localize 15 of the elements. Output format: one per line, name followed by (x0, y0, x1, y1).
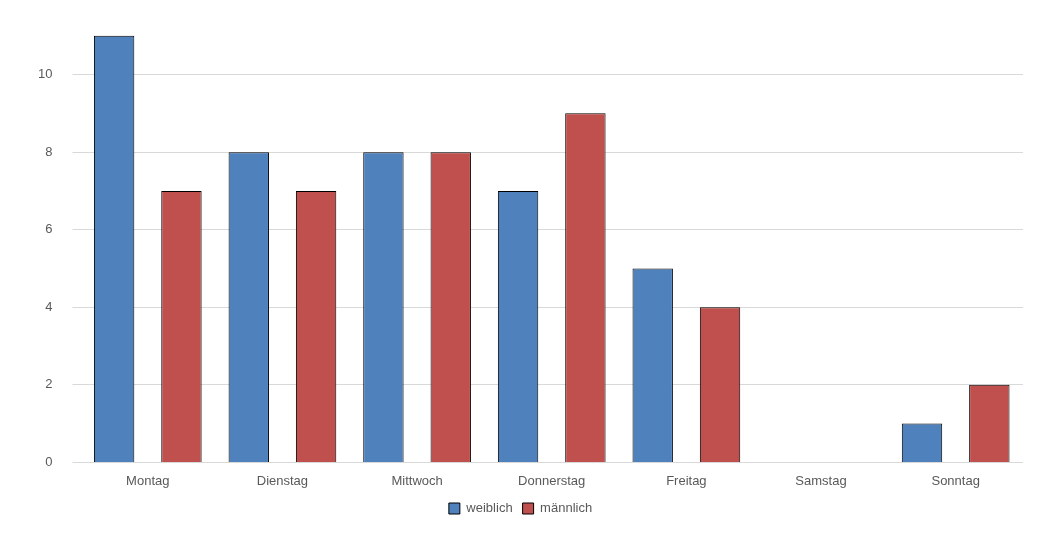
x-tick-label: Sonntag (931, 472, 980, 488)
y-tick-label: 0 (45, 453, 53, 469)
y-tick-label: 10 (37, 66, 53, 82)
x-tick-label: Freitag (666, 472, 707, 488)
y-tick-label: 6 (45, 221, 53, 237)
legend-label: weiblich (465, 500, 513, 516)
y-tick-label: 2 (45, 376, 53, 392)
x-tick-label: Montag (126, 472, 170, 488)
x-tick-label: Dienstag (256, 472, 309, 488)
x-tick-label: Mittwoch (391, 472, 443, 488)
y-tick-label: 8 (45, 143, 53, 159)
y-tick-label: 4 (45, 298, 53, 314)
x-tick-label: Donnerstag (518, 472, 586, 488)
legend-label: männlich (540, 500, 593, 516)
x-tick-label: Samstag (795, 472, 847, 488)
